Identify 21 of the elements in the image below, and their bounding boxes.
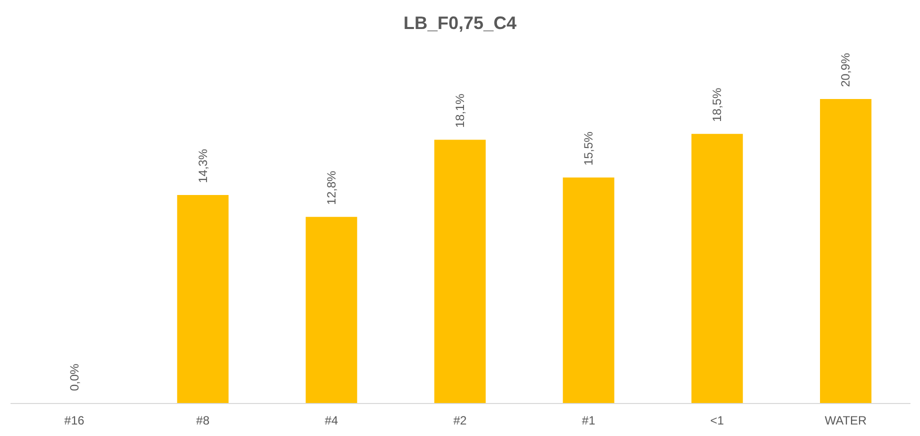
x-tick-label: #16: [64, 414, 85, 428]
data-label: 14,3%: [196, 148, 210, 183]
x-tick-label: #1: [582, 414, 596, 428]
x-tick-label: #4: [324, 414, 338, 428]
x-tick-label: <1: [710, 414, 724, 428]
data-label: 0,0%: [67, 363, 82, 391]
bar: [434, 140, 486, 403]
data-label: 15,5%: [582, 131, 596, 166]
chart-title: LB_F0,75_C4: [403, 12, 517, 33]
data-label: 12,8%: [324, 170, 338, 205]
x-tick-label: #2: [453, 414, 467, 428]
bar: [820, 99, 872, 403]
bar: [177, 195, 229, 403]
data-label: 18,1%: [453, 93, 467, 128]
x-tick-label: WATER: [824, 414, 868, 428]
bar: [306, 216, 358, 403]
data-label: 20,9%: [838, 52, 853, 87]
bar: [562, 178, 614, 403]
data-label: 18,5%: [710, 88, 724, 122]
x-tick-label: #8: [196, 414, 210, 428]
bar: [691, 134, 743, 403]
